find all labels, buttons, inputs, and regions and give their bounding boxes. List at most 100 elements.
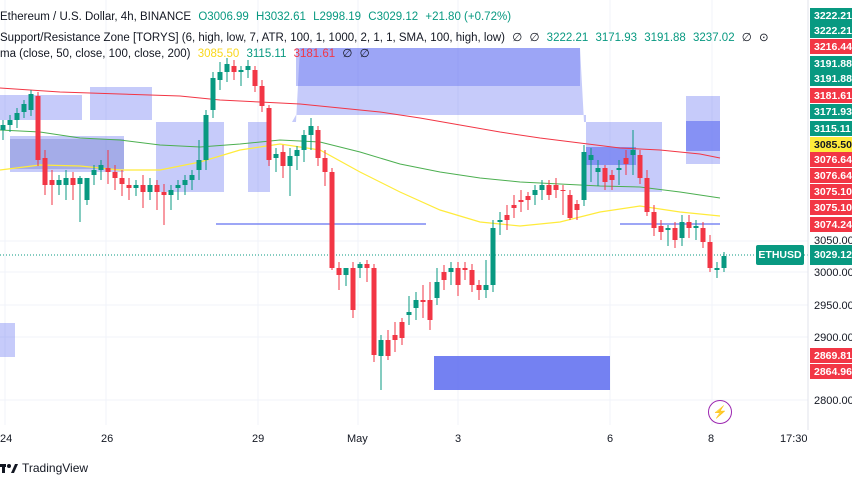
svg-text:3076.64: 3076.64: [814, 170, 852, 182]
time-label: May: [347, 433, 368, 445]
candle-body: [658, 226, 664, 232]
candle-body: [217, 72, 223, 80]
candle-body: [287, 156, 293, 166]
candle-body: [112, 172, 118, 178]
svg-text:3191.88: 3191.88: [814, 73, 852, 85]
sr-indicator-label: Support/Resistance Zone [TORYS] (6, high…: [0, 32, 505, 44]
candle-body: [609, 175, 615, 180]
sr-zone: [434, 356, 610, 390]
sr-zone: [156, 122, 224, 192]
ma-indicator-label: ma (close, 50, close, 100, close, 200): [0, 48, 191, 60]
price-tick: 2950.00: [814, 300, 852, 312]
svg-text:3181.61: 3181.61: [814, 90, 852, 102]
price-tag: 3191.88: [810, 71, 852, 86]
price-tag: 3076.64: [810, 168, 852, 183]
price-tag: 3222.21: [810, 8, 852, 23]
sr-zone: [10, 139, 124, 169]
candle-body: [154, 185, 160, 192]
sr-empty: ∅: [512, 32, 523, 44]
svg-text:3191.88: 3191.88: [814, 58, 852, 70]
candles: [0, 58, 727, 390]
candle-body: [497, 220, 503, 222]
candle-body: [714, 268, 720, 270]
price-tick: 2800.00: [814, 395, 852, 407]
candle-body: [371, 268, 377, 355]
ma200-line: [0, 87, 721, 159]
svg-text:3075.10: 3075.10: [814, 186, 852, 198]
candle-body: [574, 204, 580, 210]
sr-indicator-legend[interactable]: Support/Resistance Zone [TORYS] (6, high…: [0, 30, 773, 44]
candle-body: [105, 168, 111, 172]
svg-text:2869.81: 2869.81: [814, 350, 852, 362]
grid: [0, 0, 808, 425]
sr-zone: [90, 87, 152, 120]
sr-zones: [0, 48, 720, 390]
tradingview-logo-icon: [0, 464, 18, 473]
candle-body: [385, 340, 391, 356]
footer[interactable]: TradingView: [0, 461, 88, 475]
ma200-value: 3181.61: [293, 48, 336, 60]
symbol-legend[interactable]: Ethereum / U.S. Dollar, 4h, BINANCE O300…: [0, 11, 515, 23]
svg-text:3076.64: 3076.64: [814, 154, 852, 166]
candle-body: [623, 158, 629, 164]
candle-body: [476, 285, 482, 290]
sr-zone: [0, 323, 15, 357]
candle-body: [490, 228, 496, 285]
candle-body: [273, 154, 279, 158]
candle-body: [399, 322, 405, 338]
price-axis[interactable]: 3050.00 3000.00 2950.00 2900.00 2800.00 …: [807, 0, 852, 430]
candle-body: [168, 190, 174, 195]
sr-zone: [0, 95, 82, 120]
candle-body: [28, 94, 34, 110]
candle-body: [588, 155, 594, 160]
candle-body: [630, 150, 636, 155]
candle-body: [560, 190, 566, 191]
candle-body: [91, 170, 97, 175]
price-tag: 3115.11: [810, 121, 852, 136]
time-label: 6: [607, 433, 613, 445]
alert-icon[interactable]: ⚡: [708, 400, 732, 424]
svg-text:3085.50: 3085.50: [814, 139, 852, 151]
svg-text:3115.11: 3115.11: [814, 123, 851, 135]
candle-body: [182, 180, 188, 185]
ma-empty: ∅: [359, 48, 370, 60]
candle-body: [427, 300, 433, 320]
svg-text:3074.24: 3074.24: [814, 219, 852, 231]
svg-text:3222.21: 3222.21: [814, 10, 852, 22]
time-label: 3: [455, 433, 461, 445]
candle-body: [350, 268, 356, 310]
candle-body: [98, 165, 104, 170]
candle-body: [637, 155, 643, 178]
symbol-tag: ETHUSD: [756, 245, 804, 265]
candle-body: [343, 268, 349, 275]
candle-body: [196, 160, 202, 170]
candle-body: [301, 135, 307, 150]
candle-body: [616, 168, 622, 170]
time-label: 26: [101, 433, 113, 445]
candle-body: [378, 340, 384, 356]
candle-body: [469, 270, 475, 285]
candle-body: [707, 242, 713, 268]
time-label: 17:30: [780, 433, 808, 445]
ma-indicator-legend[interactable]: ma (close, 50, close, 100, close, 200) 3…: [0, 46, 374, 60]
candle-body: [462, 268, 468, 270]
candle-body: [189, 175, 195, 180]
candle-body: [602, 168, 608, 182]
sr-more-icon[interactable]: ⊙: [759, 32, 769, 44]
candle-body: [280, 152, 286, 166]
candle-body: [252, 70, 258, 86]
ma-empty: ∅: [342, 48, 353, 60]
candle-body: [245, 66, 251, 70]
sr-zone: [686, 121, 720, 151]
brand-name: TradingView: [22, 461, 89, 475]
candle-body: [119, 178, 125, 184]
candle-body: [553, 185, 559, 190]
candle-body: [665, 228, 671, 230]
price-tag: 3171.93: [810, 104, 852, 119]
candle-body: [546, 185, 552, 195]
candle-body: [679, 222, 685, 238]
candle-body: [315, 130, 321, 158]
price-tick: 2900.00: [814, 332, 852, 344]
candle-body: [133, 185, 139, 188]
